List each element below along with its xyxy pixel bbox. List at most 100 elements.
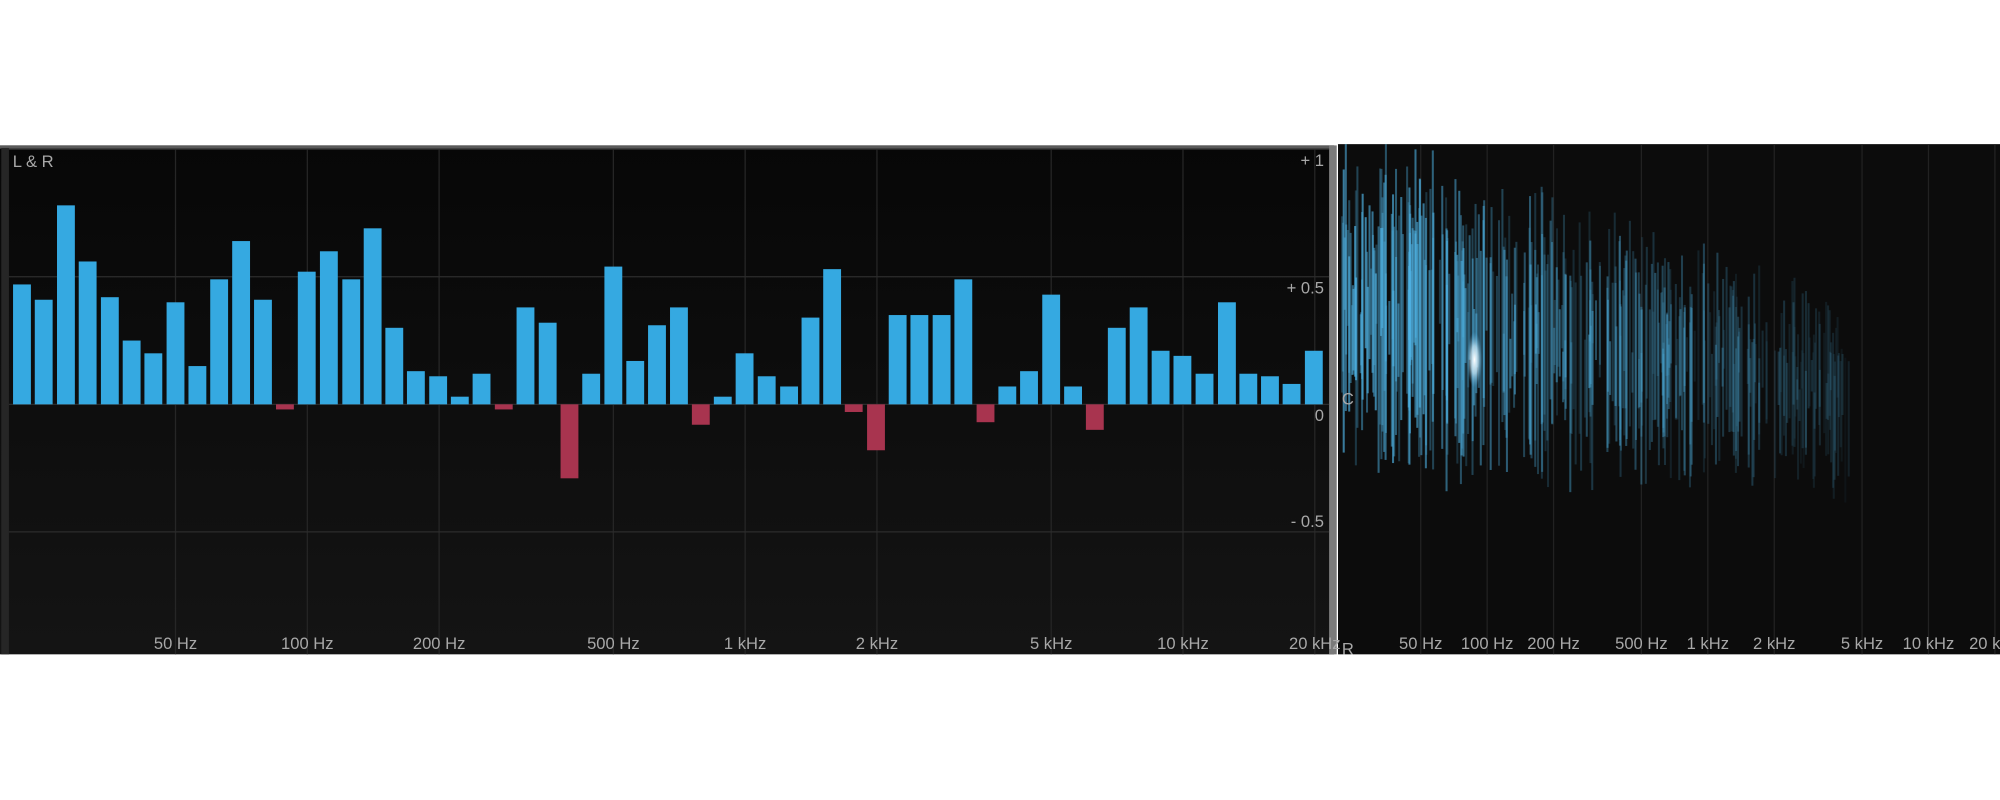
spectrum-streak bbox=[1364, 217, 1367, 349]
spectrum-streak bbox=[1589, 289, 1592, 464]
channel-label: R bbox=[1342, 639, 1354, 658]
spectrum-streak bbox=[1733, 363, 1736, 433]
spectrum-streak bbox=[1746, 348, 1749, 384]
spectrum-streak bbox=[1619, 306, 1623, 451]
spectrum-streak bbox=[1570, 287, 1573, 434]
spectrum-streak bbox=[1751, 342, 1754, 486]
spectrum-streak bbox=[1830, 342, 1833, 463]
spectrum-streak bbox=[1738, 331, 1741, 373]
spectrum-streak bbox=[1377, 226, 1380, 473]
spectrum-streak bbox=[1702, 310, 1705, 473]
bar bbox=[538, 322, 557, 405]
x-tick-label: 200 Hz bbox=[1527, 634, 1580, 653]
bar bbox=[166, 302, 185, 405]
spectrum-streak bbox=[1728, 307, 1731, 433]
spectrum-streak bbox=[1463, 274, 1466, 419]
spectrum-streak bbox=[1458, 190, 1461, 443]
spectrum-streak bbox=[1361, 193, 1364, 400]
bar bbox=[910, 315, 929, 405]
spectrum-streak bbox=[1731, 290, 1734, 413]
spectrum-streak bbox=[1791, 281, 1794, 446]
bar bbox=[1107, 327, 1126, 405]
spectrum-streak bbox=[1540, 275, 1543, 479]
spectrum-streak bbox=[1354, 190, 1357, 466]
bar bbox=[1282, 383, 1301, 405]
spectrum-streak bbox=[1663, 287, 1666, 437]
bar bbox=[867, 404, 885, 451]
bar bbox=[210, 279, 229, 405]
spectrum-streak bbox=[1812, 334, 1815, 488]
bar bbox=[232, 241, 251, 405]
spectrum-streak bbox=[1564, 258, 1567, 390]
spectrum-streak bbox=[1841, 353, 1844, 416]
spectrum-streak bbox=[1754, 344, 1757, 404]
bar bbox=[472, 373, 491, 405]
spectrum-streak bbox=[1468, 235, 1471, 360]
spectrum-streak bbox=[1793, 326, 1796, 439]
spectrum-streak bbox=[1551, 197, 1554, 425]
spectrum-streak bbox=[1346, 229, 1349, 326]
spectrum-streak bbox=[1606, 299, 1609, 392]
spectrum-streak bbox=[1832, 354, 1835, 499]
spectrum-streak bbox=[1749, 339, 1752, 407]
spectrum-streak bbox=[1656, 289, 1659, 376]
spectrum-streak bbox=[1678, 316, 1681, 481]
bar bbox=[844, 404, 863, 412]
spectrum-streak bbox=[1786, 362, 1789, 423]
spectrum-streak bbox=[1534, 249, 1537, 467]
spectrum-streak bbox=[1688, 322, 1691, 488]
spectrum-streak bbox=[1381, 227, 1384, 329]
spectrum-streak bbox=[1513, 304, 1516, 395]
spectrum-streak bbox=[1553, 327, 1556, 374]
spectrum-streak bbox=[1818, 369, 1821, 446]
spectrum-streak bbox=[1683, 327, 1686, 392]
y-tick-label: 0 bbox=[1315, 406, 1324, 425]
x-tick-label: 1 kHz bbox=[724, 634, 766, 653]
x-tick-label: 10 kHz bbox=[1903, 634, 1955, 653]
spectrum-streak bbox=[1674, 283, 1677, 420]
spectrum-streak bbox=[1690, 307, 1693, 422]
spectrum-streak bbox=[1638, 358, 1641, 429]
spectrum-streak bbox=[1765, 341, 1768, 420]
spectrum-streak bbox=[1349, 232, 1352, 384]
spectrum-streak bbox=[1738, 327, 1741, 422]
spectrum-streak bbox=[1752, 338, 1755, 478]
bar bbox=[626, 360, 645, 405]
spectrum-streak bbox=[1614, 282, 1617, 406]
spectrum-streak bbox=[1670, 304, 1673, 364]
spectrum-streak bbox=[1619, 335, 1622, 430]
spectrum-streak bbox=[1810, 360, 1813, 392]
spectrum-streak bbox=[1564, 340, 1567, 421]
spectrum-streak bbox=[1847, 361, 1850, 477]
spectrum-streak bbox=[1662, 353, 1665, 433]
spectrum-streak bbox=[1391, 230, 1394, 340]
bar bbox=[78, 261, 97, 405]
spectrum-streak bbox=[1828, 310, 1831, 416]
spectrum-streak bbox=[1747, 324, 1750, 455]
spectrum-streak bbox=[1710, 353, 1713, 446]
bar bbox=[560, 404, 579, 479]
spectrum-streak bbox=[1663, 258, 1666, 466]
spectrum-streak bbox=[1509, 338, 1512, 389]
spectrum-streak bbox=[1668, 321, 1671, 368]
x-tick-label: 500 Hz bbox=[1615, 634, 1668, 653]
panel-edge bbox=[1, 147, 9, 655]
spectrum-streak bbox=[1665, 324, 1668, 376]
spectrum-streak bbox=[1455, 241, 1458, 424]
spectrum-streak bbox=[1508, 215, 1511, 413]
spectrum-streak bbox=[1628, 220, 1631, 427]
spectrum-streak bbox=[1723, 329, 1726, 369]
spectrum-streak bbox=[1662, 342, 1665, 449]
spectrum-streak bbox=[1725, 266, 1728, 410]
spectrum-streak bbox=[1641, 237, 1644, 426]
spectrum-streak bbox=[1569, 280, 1572, 433]
bar bbox=[1151, 350, 1170, 405]
spectrum-streak bbox=[1637, 272, 1640, 409]
spectrum-streak bbox=[1511, 293, 1514, 377]
spectrum-streak bbox=[1625, 260, 1628, 446]
spectrum-streak bbox=[1758, 358, 1761, 423]
spectrum-streak bbox=[1676, 338, 1679, 420]
spectrum-streak bbox=[1796, 379, 1799, 410]
spectrum-streak bbox=[1388, 300, 1391, 355]
